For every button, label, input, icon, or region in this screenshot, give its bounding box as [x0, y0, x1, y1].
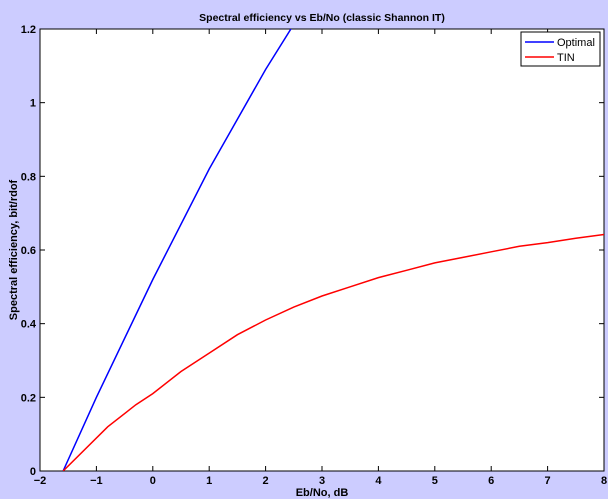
y-tick-label: 1.2 [21, 24, 36, 36]
x-tick-label: 5 [432, 475, 438, 487]
x-tick-label: 2 [263, 475, 269, 487]
x-tick-label: −1 [90, 475, 103, 487]
y-tick-label: 0 [30, 466, 36, 478]
x-axis-label: Eb/No, dB [296, 487, 349, 499]
x-tick-label: 0 [150, 475, 156, 487]
legend-label-tin: TIN [557, 52, 575, 64]
x-tick-label: 7 [545, 475, 551, 487]
y-tick-label: 0.6 [21, 245, 36, 257]
y-tick-label: 0.2 [21, 392, 36, 404]
legend-label-optimal: Optimal [557, 37, 595, 49]
y-tick-label: 1 [30, 98, 36, 110]
series-lines [62, 29, 604, 471]
series-line-tin [62, 233, 604, 471]
y-tick-label: 0.8 [21, 171, 36, 183]
series-line-optimal [62, 29, 292, 471]
x-axis-ticks: −2 −1 0 1 2 3 4 5 6 7 8 [34, 29, 607, 487]
y-tick-label: 0.4 [21, 319, 37, 331]
y-axis-label: Spectral efficiency, bit/rdof [8, 179, 20, 320]
x-tick-label: −2 [34, 475, 47, 487]
x-tick-label: 1 [206, 475, 212, 487]
x-tick-label: 8 [601, 475, 607, 487]
y-axis-ticks: 0 0.2 0.4 0.6 0.8 1 1.2 [21, 24, 604, 478]
x-tick-label: 6 [488, 475, 494, 487]
legend-box [520, 31, 601, 67]
chart-title: Spectral efficiency vs Eb/No (classic Sh… [199, 12, 445, 24]
x-tick-label: 3 [319, 475, 325, 487]
plot-area [39, 28, 605, 472]
x-tick-label: 4 [375, 475, 382, 487]
legend: Optimal TIN [520, 31, 601, 67]
